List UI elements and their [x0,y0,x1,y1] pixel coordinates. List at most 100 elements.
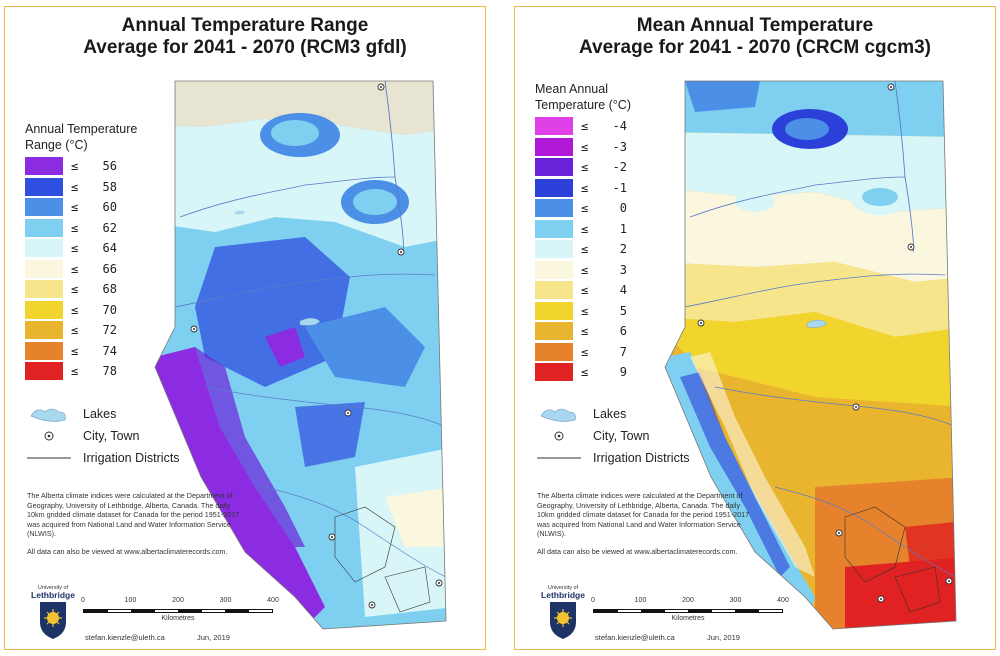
logo-line-2: Lethbridge [31,590,75,600]
legend-item: ≤56 [25,156,185,177]
scale-ticks: 0 100 200 300 400 [81,597,279,607]
legend-swatch [535,178,573,197]
legend-operator: ≤ [581,303,589,318]
legend-value: -2 [612,160,627,175]
legend-value: 70 [102,302,117,317]
legend-swatch [535,219,573,238]
legend-title-line-1: Annual Temperature [25,122,138,136]
scale-tick-label: 0 [591,597,595,604]
legend-swatch [535,363,573,382]
legend-item: ≤78 [25,361,185,382]
legend-item: ≤9 [535,362,695,383]
legend-value: -4 [612,119,627,134]
scale-tick-label: 300 [219,597,232,604]
legend-swatch [535,137,573,156]
university-logo: University of Lethbridge [537,585,589,647]
legend-swatch [535,281,573,300]
scale-bar: 0 100 200 300 400 Kilometres [81,597,279,627]
legend-swatch [535,117,573,136]
title-line-1: Mean Annual Temperature [636,15,874,36]
legend-operator: ≤ [581,160,589,175]
legend-operator: ≤ [71,241,79,256]
scale-bar: 0 100 200 300 400 Kilometres [591,597,789,627]
legend-value: 4 [619,283,627,298]
alberta-map-mean [664,80,957,630]
legend-value: -3 [612,139,627,154]
scale-segments [593,609,783,613]
legend-operator: ≤ [71,220,79,235]
legend-item: ≤74 [25,341,185,362]
legend-lakes: Lakes [25,403,215,425]
irrigation-line-icon [27,457,71,459]
city-icon [44,431,54,441]
scale-unit: Kilometres [671,615,705,622]
legend-item: ≤0 [535,198,695,219]
legend-title: Mean Annual Temperature (°C) [535,81,695,113]
legend-operator: ≤ [581,119,589,134]
legend-item: ≤66 [25,259,185,280]
legend-value: 66 [102,261,117,276]
scale-tick-label: 400 [777,597,789,604]
title-line-2: Average for 2041 - 2070 (CRCM cgcm3) [579,37,931,58]
legend-value: 3 [619,262,627,277]
logo-line-2: Lethbridge [541,590,585,600]
legend-operator: ≤ [71,364,79,379]
legend-item: ≤7 [535,342,695,363]
legend-swatch [535,158,573,177]
legend-value: 9 [619,365,627,380]
city-icon [554,431,564,441]
legend-irrigation: Irrigation Districts [535,447,725,469]
legend-value: 58 [102,179,117,194]
legend-symbols: Lakes City, Town Irrigation Districts [535,403,725,469]
legend-value: -1 [612,180,627,195]
city-label: City, Town [83,429,140,443]
map-date: Jun, 2019 [707,633,740,642]
scale-segments [83,609,273,613]
legend-operator: ≤ [581,242,589,257]
lake-icon [30,408,66,422]
title-line-1: Annual Temperature Range [121,15,369,36]
title-line-2: Average for 2041 - 2070 (RCM3 gfdl) [83,37,407,58]
legend-item: ≤2 [535,239,695,260]
source-notes: The Alberta climate indices were calcula… [537,491,752,565]
legend-operator: ≤ [71,323,79,338]
legend-title: Annual Temperature Range (°C) [25,121,185,153]
note-paragraph-2: All data can also be viewed at www.alber… [27,546,228,556]
legend-swatch [25,239,63,258]
legend-item: ≤ -4 [535,116,695,137]
scale-tick-label: 200 [682,597,694,604]
scale-unit: Kilometres [161,615,195,622]
legend-operator: ≤ [581,180,589,195]
legend-title-line-1: Mean Annual [535,82,608,96]
legend-operator: ≤ [581,365,589,380]
legend-lakes: Lakes [535,403,725,425]
legend-title-line-2: Temperature (°C) [535,98,631,112]
legend-swatch [25,218,63,237]
legend-item: ≤62 [25,218,185,239]
scale-tick-label: 300 [729,597,742,604]
legend-operator: ≤ [71,179,79,194]
legend-value: 78 [102,364,117,379]
source-notes: The Alberta climate indices were calcula… [27,491,242,565]
legend-value: 64 [102,241,117,256]
legend-operator: ≤ [71,282,79,297]
legend-swatch [535,322,573,341]
legend-swatch [535,199,573,218]
scale-tick-label: 0 [81,597,85,604]
legend-title-line-2: Range (°C) [25,138,88,152]
map-title: Annual Temperature Range Average for 204… [5,15,485,59]
irrigation-line-icon [537,457,581,459]
legend-mean: Mean Annual Temperature (°C) ≤ -4 ≤ -3 ≤ -2 ≤ -… [535,81,695,383]
legend-swatch [25,157,63,176]
legend-item: ≤ -3 [535,137,695,158]
legend-item: ≤64 [25,238,185,259]
shield-icon [40,602,66,639]
scale-tick-label: 200 [172,597,184,604]
map-panel-mean-annual-temperature: Mean Annual Temperature Average for 2041… [514,6,996,650]
legend-item: ≤72 [25,320,185,341]
legend-item: ≤ -1 [535,178,695,199]
legend-symbols: Lakes City, Town Irrigation Districts [25,403,215,469]
legend-item: ≤60 [25,197,185,218]
legend-value: 68 [102,282,117,297]
legend-swatch [535,240,573,259]
